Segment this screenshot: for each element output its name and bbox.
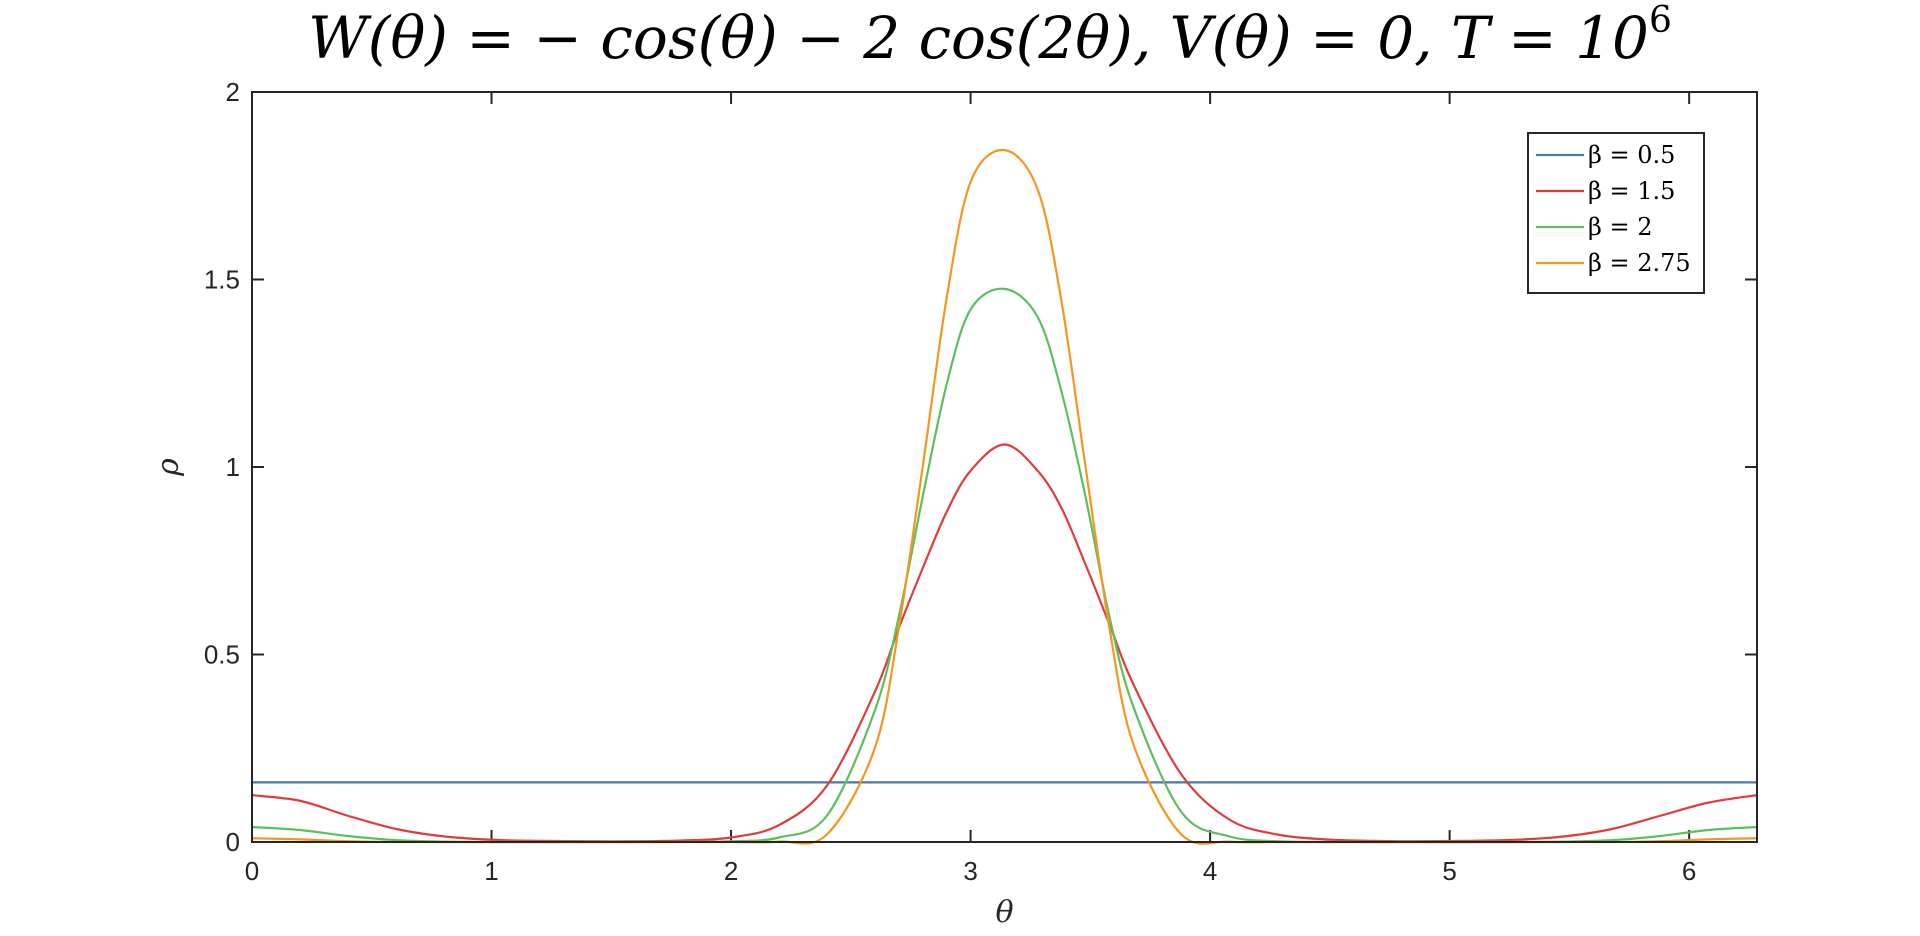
y-axis-label: ρ	[151, 458, 186, 477]
chart-title-main: W(θ) = − cos(θ) − 2 cos(2θ), V(θ) = 0, T…	[308, 4, 1649, 72]
axis-ticks: 0 1 2 3 4 5 6 0 0.5 1 1.5 2	[204, 77, 1757, 886]
x-tick-label: 1	[484, 856, 498, 886]
x-tick-label: 0	[245, 856, 259, 886]
y-tick-label: 2	[226, 77, 240, 107]
axes-box	[251, 91, 1758, 843]
x-tick-label: 4	[1203, 856, 1217, 886]
y-tick-label: 1.5	[204, 265, 240, 295]
y-tick-label: 0.5	[204, 640, 240, 670]
y-tick-label: 1	[226, 452, 240, 482]
chart-title-superscript: 6	[1649, 0, 1672, 41]
legend-entry: β = 2.75	[1588, 249, 1691, 277]
legend-entry: β = 0.5	[1588, 141, 1675, 169]
chart-title: W(θ) = − cos(θ) − 2 cos(2θ), V(θ) = 0, T…	[308, 0, 1672, 72]
legend-entry: β = 2	[1588, 213, 1653, 241]
x-tick-label: 2	[724, 856, 738, 886]
x-tick-label: 5	[1442, 856, 1456, 886]
legend-box	[1527, 132, 1705, 294]
x-tick-label: 3	[963, 856, 977, 886]
y-tick-label: 0	[226, 827, 240, 857]
legend-entry: β = 1.5	[1588, 177, 1675, 205]
series-line-2	[251, 287, 1758, 844]
x-axis-label: θ	[995, 895, 1013, 930]
x-tick-label: 6	[1682, 856, 1696, 886]
legend: β = 0.5 β = 1.5 β = 2 β = 2.75	[1527, 132, 1705, 294]
